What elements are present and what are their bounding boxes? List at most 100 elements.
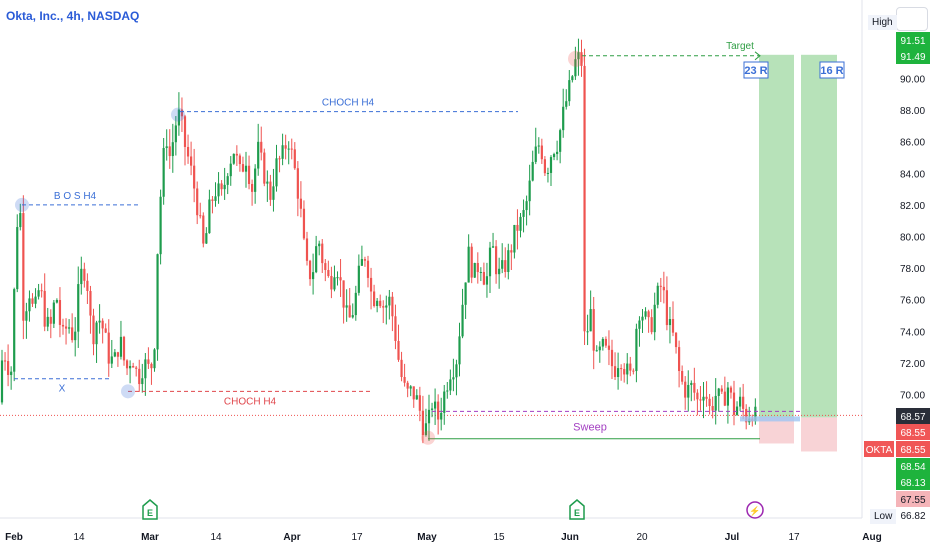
candle-body xyxy=(452,377,455,380)
price-label-bg xyxy=(896,507,930,523)
candle-body xyxy=(458,336,461,365)
candle-body xyxy=(638,320,641,329)
x-tick-label: Jul xyxy=(725,532,740,543)
candle-body xyxy=(321,243,324,264)
event-circle xyxy=(746,501,764,519)
candle-body xyxy=(327,269,330,276)
candle-body xyxy=(382,306,385,308)
y-tick-label: 76.00 xyxy=(900,296,925,307)
candle-body xyxy=(592,309,595,351)
choch-high-circle xyxy=(171,107,185,122)
price-label-bg xyxy=(896,32,930,48)
candle-body xyxy=(244,165,248,172)
candle-body xyxy=(293,149,296,169)
candle-body xyxy=(241,164,245,172)
candle-body xyxy=(132,365,135,368)
candle-body xyxy=(604,338,607,346)
candle-body xyxy=(690,382,693,385)
candle-body xyxy=(501,260,504,269)
candle-body xyxy=(732,392,736,415)
candle-body xyxy=(424,423,428,436)
candle-body xyxy=(31,298,34,304)
candle-body xyxy=(110,356,113,364)
candle-body xyxy=(7,361,10,375)
candle-body xyxy=(574,59,577,77)
candle-body xyxy=(598,346,601,351)
candle-body xyxy=(443,391,446,413)
candle-body xyxy=(37,290,40,297)
y-tick-label: 70.00 xyxy=(900,391,925,402)
candle-body xyxy=(10,371,13,375)
candle-body xyxy=(754,406,757,422)
candle-body xyxy=(290,148,293,150)
candle-body xyxy=(696,392,699,400)
candle-body xyxy=(287,148,290,150)
candle-body xyxy=(467,246,470,283)
candle-body xyxy=(333,277,336,290)
candle-body xyxy=(254,168,257,192)
settings-box[interactable] xyxy=(896,7,928,31)
candle-body xyxy=(144,359,147,379)
candle-body xyxy=(476,262,479,273)
candle-body xyxy=(705,396,708,399)
candle-body xyxy=(369,277,373,292)
candle-body xyxy=(412,386,415,400)
candle-body xyxy=(223,184,226,190)
candle-body xyxy=(482,271,485,285)
candle-body xyxy=(339,277,342,281)
candle-body xyxy=(156,254,159,350)
candle-body xyxy=(193,165,196,189)
r-label-box xyxy=(819,61,845,79)
candle-body xyxy=(40,290,43,292)
candle-body xyxy=(583,65,586,332)
candle-body xyxy=(113,352,116,357)
candle-body xyxy=(711,406,714,411)
candle-body xyxy=(684,381,687,398)
candle-body xyxy=(491,246,495,248)
candle-body xyxy=(269,181,272,200)
candle-body xyxy=(278,158,281,160)
y-tick-label: 84.00 xyxy=(900,169,925,180)
candle-body xyxy=(16,227,19,290)
candle-body xyxy=(135,367,138,369)
sweep-low-circle xyxy=(421,430,435,445)
x-tick-label: 20 xyxy=(636,532,648,543)
candle-body xyxy=(98,320,101,323)
ticker-tag: OKTA xyxy=(866,445,893,456)
candle-body xyxy=(409,386,412,389)
candle-body xyxy=(681,371,684,382)
candle-body xyxy=(543,159,546,174)
candle-body xyxy=(479,271,482,273)
candle-body xyxy=(617,368,620,377)
candle-body xyxy=(345,305,348,308)
candle-body xyxy=(430,408,434,410)
candle-body xyxy=(653,304,656,333)
r-label: 23 R xyxy=(744,65,767,77)
candle-body xyxy=(43,290,46,327)
choch-high-label: CHOCH H4 xyxy=(322,98,375,109)
candle-body xyxy=(507,250,510,272)
candle-body xyxy=(455,364,458,378)
price-label: 68.55 xyxy=(900,428,925,439)
candle-body xyxy=(400,359,403,378)
candle-body xyxy=(336,277,339,279)
candle-body xyxy=(80,268,83,285)
candle-body xyxy=(104,328,107,333)
candle-body xyxy=(177,109,180,126)
candle-body xyxy=(513,224,516,253)
candle-body xyxy=(540,145,543,160)
candle-body xyxy=(510,250,513,253)
candle-body xyxy=(610,349,614,367)
candle-body xyxy=(315,246,318,273)
candle-body xyxy=(504,260,507,272)
candle-body xyxy=(46,316,49,327)
candle-body xyxy=(150,363,153,369)
candle-body xyxy=(415,395,418,400)
candle-body xyxy=(58,300,62,325)
candle-body xyxy=(714,395,717,411)
candle-body xyxy=(308,260,312,280)
candle-body xyxy=(641,316,644,321)
x-tick-label: Jun xyxy=(561,532,579,543)
candle-body xyxy=(61,324,65,327)
